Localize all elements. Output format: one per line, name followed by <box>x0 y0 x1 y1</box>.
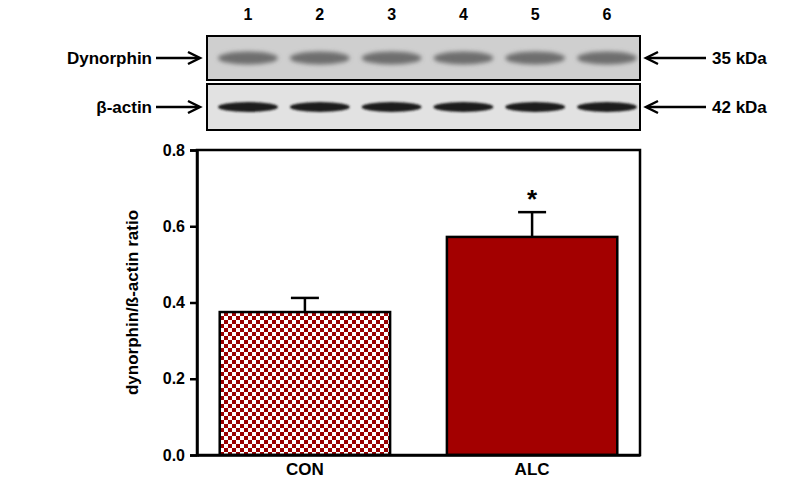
axis-line <box>198 454 641 457</box>
axis-line <box>190 151 198 456</box>
arrow <box>646 101 706 113</box>
tick-mark <box>190 378 197 381</box>
blot-band <box>577 52 637 65</box>
tick-label: ALC <box>515 460 550 479</box>
tick-label: 0.6 <box>163 218 185 235</box>
blot-label: Dynorphin <box>67 49 152 68</box>
blot-label: β-actin <box>96 98 152 117</box>
arrow-head <box>188 52 200 64</box>
error-stem <box>304 298 307 312</box>
blot-band <box>290 102 350 112</box>
arrow-head <box>188 101 200 113</box>
arrow-line <box>156 57 198 60</box>
tick: 0.6 <box>163 218 197 235</box>
error-stem <box>531 212 534 237</box>
blot-size: 35 kDa <box>712 49 767 68</box>
blot-band <box>218 102 278 112</box>
tick-mark <box>190 454 197 457</box>
error-bar <box>518 212 546 237</box>
bar <box>447 237 617 455</box>
arrow <box>156 52 200 64</box>
lane-label: 1 <box>244 6 253 23</box>
blot-band <box>218 52 278 65</box>
x-axis: CON ALC <box>198 455 641 479</box>
blot-band <box>577 102 637 112</box>
blot-band <box>290 52 350 65</box>
blot-band <box>433 102 493 112</box>
blot-band <box>505 102 565 112</box>
plot-frame <box>197 150 640 455</box>
error-cap <box>291 297 319 300</box>
lane-labels: 1 2 3 4 5 6 <box>244 6 612 23</box>
plot-area <box>220 212 618 455</box>
tick-label: 0.0 <box>163 447 185 464</box>
tick-label: 0.4 <box>163 294 185 311</box>
lane-label: 5 <box>531 6 540 23</box>
chart: 1 2 3 4 5 6 Dynorphin 35 kDa β-actin 42 kDa 0.0 0.2… <box>0 0 795 486</box>
y-axis: 0.0 0.2 0.4 0.6 0.8 <box>163 142 198 464</box>
tick: 0.2 <box>163 370 197 387</box>
blot-row: Dynorphin 35 kDa <box>67 36 767 80</box>
arrow-line <box>648 57 706 60</box>
significance: * <box>527 184 538 214</box>
blot-panel <box>207 84 640 130</box>
tick-mark <box>190 226 197 229</box>
blot-band <box>433 52 493 65</box>
arrow-head <box>646 101 658 113</box>
lane-label: 4 <box>459 6 468 23</box>
tick-mark <box>190 149 197 152</box>
blot-row: β-actin 42 kDa <box>96 84 767 130</box>
tick-label: 0.8 <box>163 142 185 159</box>
blot-band <box>362 102 422 112</box>
arrow <box>156 101 200 113</box>
blot-size: 42 kDa <box>712 98 767 117</box>
tick-label: CON <box>286 460 324 479</box>
tick: ALC <box>515 455 550 479</box>
blot-band <box>362 52 422 65</box>
blot-band <box>505 52 565 65</box>
lane-label: 2 <box>315 6 324 23</box>
tick-mark <box>190 302 197 305</box>
blot-panel <box>207 36 640 80</box>
arrow-line <box>648 106 706 109</box>
tick: CON <box>286 455 324 479</box>
tick: 0.8 <box>163 142 197 159</box>
lane-label: 6 <box>603 6 612 23</box>
arrow <box>646 52 706 64</box>
tick: 0.4 <box>163 294 197 311</box>
tick-label: 0.2 <box>163 370 185 387</box>
y-axis-title: dynorphin/ß-actin ratio <box>123 210 142 395</box>
tick: 0.0 <box>163 447 197 464</box>
lane-label: 3 <box>387 6 396 23</box>
bar <box>220 312 390 455</box>
arrow-head <box>646 52 658 64</box>
error-bar <box>291 298 319 312</box>
arrow-line <box>156 106 198 109</box>
